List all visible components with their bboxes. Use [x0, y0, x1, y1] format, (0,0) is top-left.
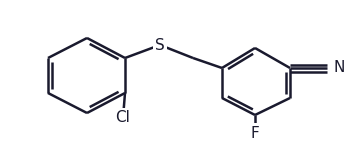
Text: S: S — [155, 38, 165, 52]
Text: N: N — [333, 60, 345, 75]
Text: F: F — [251, 126, 259, 141]
Text: Cl: Cl — [115, 111, 131, 126]
